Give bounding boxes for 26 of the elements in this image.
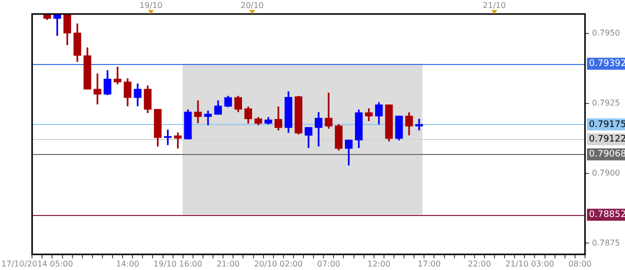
x-tick-label: 21:00 — [216, 259, 240, 268]
y-tick-label: 0.7900 — [592, 168, 620, 178]
text: 19/10 — [139, 1, 163, 10]
ref-line-label: 0.78852 — [589, 210, 625, 220]
x-tick-label: 21/10 03:00 — [505, 259, 554, 268]
candlestick — [94, 73, 102, 104]
candlestick — [194, 100, 202, 124]
x-tick-label: 14:00 — [116, 259, 140, 268]
text: 21/10 — [482, 1, 506, 10]
text: 20/10 — [240, 1, 264, 10]
x-tick-label: 12:00 — [367, 259, 390, 268]
x-tick-label: 20/10 02:00 — [254, 259, 303, 268]
x-tick-label: 08:00 — [568, 259, 592, 268]
x-tick-label: 17/10/2014 05:00 — [1, 259, 73, 268]
ref-line-label: 0.79392 — [589, 59, 625, 70]
x-tick-label: 22:00 — [468, 259, 491, 268]
candlestick — [114, 66, 122, 84]
y-tick-label: 0.7925 — [592, 98, 620, 108]
y-tick-label: 0.7950 — [592, 28, 620, 38]
x-tick-label: 17:00 — [418, 259, 441, 268]
x-tick-label: 07:00 — [317, 259, 340, 268]
candlestick — [204, 110, 212, 126]
y-tick-label: 0.7875 — [592, 238, 620, 248]
ref-line-label: 0.79175 — [589, 120, 625, 130]
x-tick-label: 19/10 16:00 — [154, 259, 202, 268]
ref-line-label: 0.79122 — [589, 134, 625, 145]
